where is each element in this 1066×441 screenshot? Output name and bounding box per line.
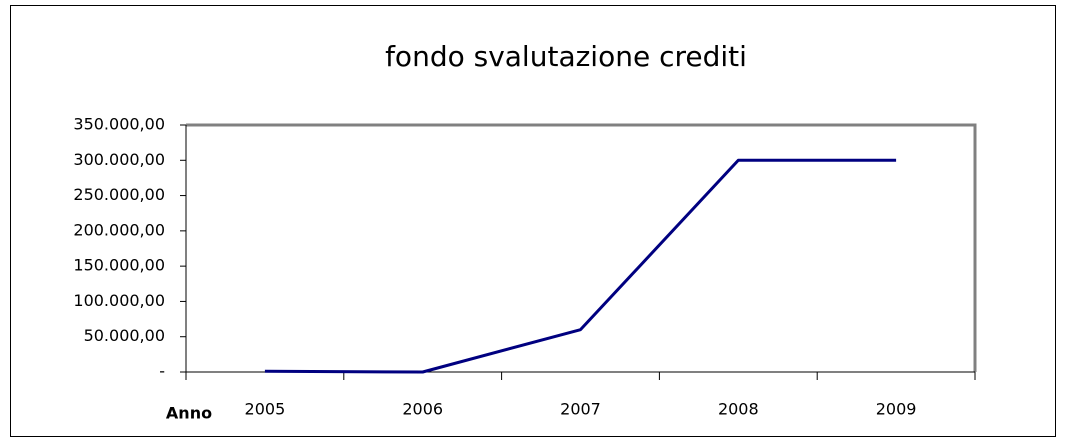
x-tick-label: 2007 <box>560 400 601 419</box>
y-tick-label: 100.000,00 <box>73 291 165 310</box>
x-tick-label: 2008 <box>718 400 759 419</box>
plot-frame <box>186 123 977 372</box>
y-tick-label: 350.000,00 <box>73 115 165 134</box>
x-tick-label: 2006 <box>402 400 443 419</box>
y-tick-label: 200.000,00 <box>73 220 165 239</box>
y-tick-label: 50.000,00 <box>84 326 165 345</box>
y-tick-label: 250.000,00 <box>73 185 165 204</box>
y-tick-label: 150.000,00 <box>73 256 165 275</box>
y-tick-label: 300.000,00 <box>73 150 165 169</box>
chart-title: fondo svalutazione crediti <box>385 40 747 73</box>
x-tick-label: 2009 <box>876 400 917 419</box>
y-tick-label: - <box>159 362 165 381</box>
x-axis-label: Anno <box>166 404 212 423</box>
x-tick-label: 2005 <box>245 400 286 419</box>
chart-border <box>10 5 1056 437</box>
line-series <box>264 158 897 374</box>
